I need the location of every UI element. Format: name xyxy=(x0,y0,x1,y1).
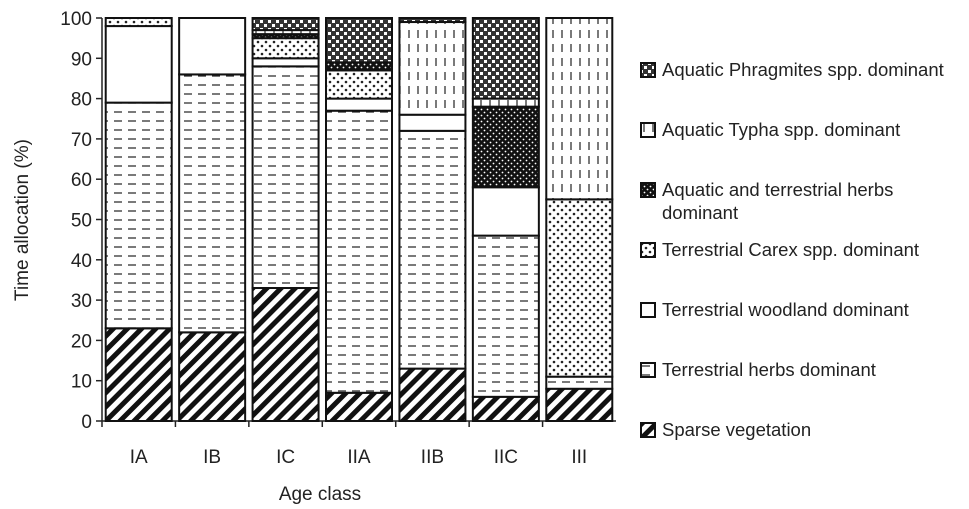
x-tick-label: IIC xyxy=(494,447,518,468)
bar-segment xyxy=(545,387,614,423)
bar-segment xyxy=(471,17,540,100)
x-tick-label: IA xyxy=(130,447,148,468)
legend-swatch-box xyxy=(640,242,656,258)
x-tick-label: IB xyxy=(203,447,221,468)
legend-label: Terrestrial Carex spp. dominant xyxy=(662,239,920,260)
y-tick-label: 80 xyxy=(71,90,92,111)
legend-label: Terrestrial woodland dominant xyxy=(662,299,909,320)
y-tick-label: 10 xyxy=(71,372,92,393)
y-tick-label: 50 xyxy=(71,211,92,232)
legend-item: Aquatic and terrestrial herbs dominant xyxy=(640,178,950,224)
bar-segment xyxy=(325,69,393,100)
legend-label: Sparse vegetation xyxy=(662,419,812,440)
bar-segment xyxy=(471,186,540,237)
legend-item: Terrestrial woodland dominant xyxy=(640,298,950,321)
y-tick-label: 40 xyxy=(71,251,92,272)
bar-segment xyxy=(398,21,467,116)
legend-swatch-box xyxy=(640,422,656,438)
legend-swatch xyxy=(640,422,656,438)
legend-swatch xyxy=(640,182,656,198)
legend-swatch xyxy=(640,122,656,138)
bar-segment xyxy=(251,65,320,290)
bar-segment xyxy=(471,97,540,108)
bar-segment xyxy=(178,331,247,422)
bar-segment xyxy=(398,367,467,422)
legend-label: Aquatic Phragmites spp. dominant xyxy=(662,59,944,80)
y-axis-label: Time allocation (%) xyxy=(12,139,33,301)
legend-swatch-box xyxy=(640,362,656,378)
legend-item: Terrestrial herbs dominant xyxy=(640,358,950,381)
y-tick-label: 30 xyxy=(71,291,92,312)
legend-item: Aquatic Phragmites spp. dominant xyxy=(640,58,950,81)
bar-segment xyxy=(545,17,614,201)
bar-segment xyxy=(398,17,467,24)
bar-segment xyxy=(104,17,173,28)
y-tick-label: 0 xyxy=(81,412,92,433)
y-tick-label: 60 xyxy=(71,170,92,191)
bar-segment xyxy=(471,234,540,398)
x-tick-label: IIA xyxy=(347,447,371,468)
bar-segment xyxy=(325,97,393,112)
legend-swatch xyxy=(640,362,656,378)
bar-segment xyxy=(104,327,173,422)
y-tick-label: 90 xyxy=(71,49,92,70)
legend-swatch-box xyxy=(640,62,656,78)
y-tick-label: 20 xyxy=(71,331,92,352)
bar-segment xyxy=(325,17,393,64)
bar-segment xyxy=(471,395,540,423)
legend-item: Sparse vegetation xyxy=(640,418,950,441)
legend-label: Terrestrial herbs dominant xyxy=(662,359,876,380)
legend-swatch xyxy=(640,62,656,78)
legend-swatch-box xyxy=(640,122,656,138)
bar-segment xyxy=(398,129,467,370)
bar-segment xyxy=(545,198,614,378)
bar-segment xyxy=(251,37,320,60)
bar-segment xyxy=(325,109,393,394)
legend-swatch-box xyxy=(640,302,656,318)
x-tick-label: III xyxy=(571,447,587,468)
x-tick-label: IIB xyxy=(421,447,444,468)
y-tick-label: 100 xyxy=(60,9,92,30)
x-axis-label: Age class xyxy=(279,484,361,505)
bar-segment xyxy=(325,61,393,72)
legend-swatch xyxy=(640,242,656,258)
bar-segment xyxy=(251,287,320,423)
bar-segment xyxy=(325,391,393,423)
legend-label: Aquatic and terrestrial herbs dominant xyxy=(662,179,894,223)
bar-segment xyxy=(178,73,247,334)
bar-segment xyxy=(251,17,320,32)
legend-item: Aquatic Typha spp. dominant xyxy=(640,118,950,141)
y-tick-label: 70 xyxy=(71,130,92,151)
bar-segment xyxy=(104,25,173,104)
bar-segment xyxy=(398,113,467,132)
legend-item: Terrestrial Carex spp. dominant xyxy=(640,238,950,261)
bar-segment xyxy=(471,105,540,189)
bar-segment xyxy=(104,101,173,330)
bar-segment xyxy=(178,17,247,76)
bar-segment xyxy=(251,57,320,68)
x-tick-label: IC xyxy=(276,447,295,468)
legend-swatch xyxy=(640,302,656,318)
legend-swatch-box xyxy=(640,182,656,198)
bar-segment xyxy=(545,375,614,390)
legend-label: Aquatic Typha spp. dominant xyxy=(662,119,901,140)
